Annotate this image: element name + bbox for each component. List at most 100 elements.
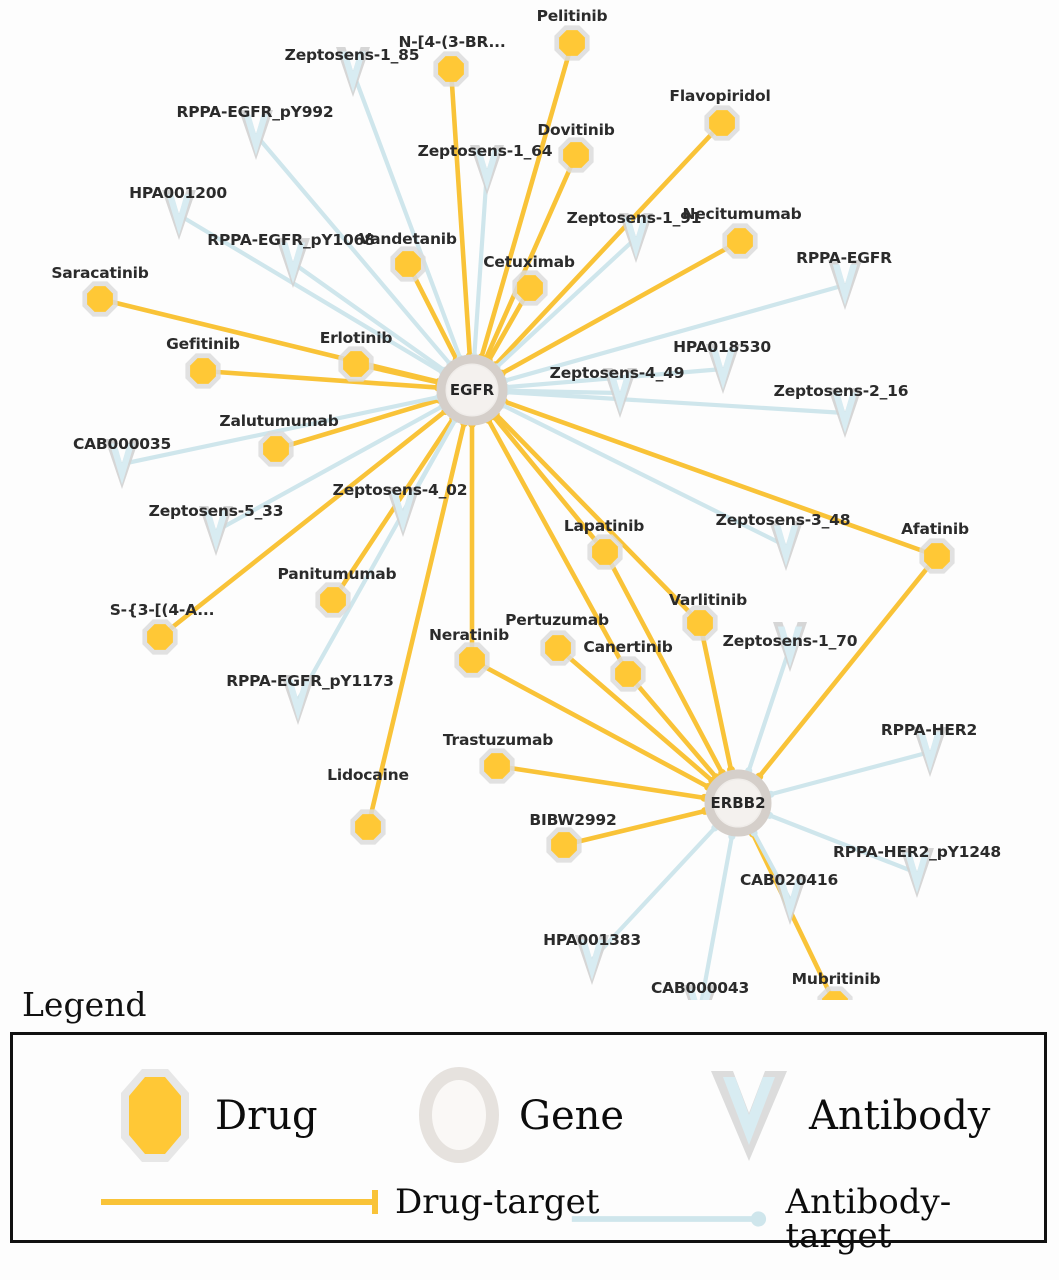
drug-node-21[interactable]: [551, 832, 577, 858]
drug-node-11[interactable]: [924, 543, 950, 569]
gene-node-core-0: [447, 365, 497, 415]
antibody-edge-17[interactable]: [767, 813, 920, 876]
antibody-edge-12[interactable]: [213, 404, 445, 534]
antibody-edge-5[interactable]: [290, 260, 447, 373]
drug-node-6[interactable]: [517, 275, 543, 301]
drug-node-2[interactable]: [709, 110, 735, 136]
antibody-node-5[interactable]: [280, 242, 306, 284]
drug-edge-22[interactable]: [750, 831, 836, 1000]
drug-edge-10[interactable]: [273, 397, 442, 452]
drug-edge-14[interactable]: [330, 416, 456, 603]
drug-node-22[interactable]: [822, 991, 848, 1000]
antibody-node-9[interactable]: [832, 392, 858, 434]
drug-node-10[interactable]: [263, 436, 289, 462]
antibody-node-0[interactable]: [340, 51, 366, 93]
antibody-node-12[interactable]: [203, 510, 229, 552]
drug-node-8[interactable]: [343, 351, 369, 377]
legend-title: Legend: [22, 985, 147, 1024]
antibody-node-16[interactable]: [917, 731, 943, 773]
drug-node-12[interactable]: [592, 539, 618, 565]
drug-edge-13[interactable]: [493, 412, 703, 626]
drug-edge-11[interactable]: [757, 553, 940, 779]
drug-edge-21[interactable]: [561, 808, 708, 848]
antibody-edge-6[interactable]: [502, 282, 848, 383]
antibody-node-20[interactable]: [687, 989, 713, 1001]
drug-node-9[interactable]: [190, 358, 216, 384]
drug-node-17[interactable]: [459, 647, 485, 673]
drug-node-4[interactable]: [727, 228, 753, 254]
antibody-edge-8[interactable]: [503, 388, 623, 396]
drug-edge-3[interactable]: [483, 152, 579, 362]
drug-edge-1[interactable]: [448, 66, 473, 359]
drug-node-3[interactable]: [563, 142, 589, 168]
legend-item-drug-target: Drug-target: [97, 1185, 599, 1219]
antibody-node-1[interactable]: [243, 114, 269, 156]
drug-edge-18[interactable]: [486, 417, 631, 677]
antibody-edge-13[interactable]: [500, 403, 789, 549]
gene-icon: [419, 1067, 499, 1163]
antibody-edge-14[interactable]: [295, 417, 458, 703]
antibody-edge-9[interactable]: [503, 389, 848, 416]
drug-node-16[interactable]: [545, 635, 571, 661]
drug-node-18[interactable]: [615, 661, 641, 687]
antibody-node-18[interactable]: [777, 879, 803, 921]
legend-label-antibody: Antibody: [809, 1092, 991, 1139]
antibody-node-11[interactable]: [390, 491, 416, 533]
drug-edge-12[interactable]: [491, 413, 608, 555]
antibody-target-edge-icon: [571, 1211, 767, 1227]
antibody-node-10[interactable]: [109, 443, 135, 485]
drug-edge-13[interactable]: [697, 620, 734, 773]
drug-node-5[interactable]: [395, 251, 421, 277]
drug-edge-9[interactable]: [200, 368, 441, 390]
drug-node-13[interactable]: [687, 610, 713, 636]
drug-edge-0[interactable]: [479, 40, 575, 360]
antibody-icon: [711, 1071, 787, 1161]
drug-edge-2[interactable]: [492, 120, 725, 368]
antibody-node-8[interactable]: [607, 372, 633, 414]
antibody-node-19[interactable]: [579, 939, 605, 981]
antibody-edge-0[interactable]: [350, 69, 463, 361]
antibody-node-15[interactable]: [777, 626, 803, 668]
antibody-edge-2[interactable]: [472, 167, 490, 359]
antibody-node-14[interactable]: [285, 679, 311, 721]
drug-edge-16[interactable]: [555, 645, 715, 784]
antibody-node-17[interactable]: [904, 852, 930, 894]
antibody-edge-20[interactable]: [699, 834, 734, 1000]
drug-node-1[interactable]: [438, 56, 464, 82]
drug-node-7[interactable]: [87, 286, 113, 312]
drug-edge-11[interactable]: [501, 399, 940, 559]
drug-edge-20[interactable]: [365, 420, 467, 830]
antibody-edge-15[interactable]: [746, 644, 793, 773]
antibody-edge-4[interactable]: [494, 235, 639, 369]
drug-icon: [121, 1069, 189, 1162]
network-canvas[interactable]: Zeptosens-1_85 RPPA-EGFR_pY992 Zeptosens-1…: [0, 0, 1059, 1000]
drug-node-0[interactable]: [559, 30, 585, 56]
antibody-node-3[interactable]: [166, 194, 192, 236]
antibody-node-4[interactable]: [623, 217, 649, 259]
antibody-node-6[interactable]: [832, 264, 858, 306]
node-layer: [82, 25, 955, 1001]
gene-node-ring-0[interactable]: [436, 354, 508, 426]
drug-edge-12[interactable]: [602, 549, 725, 776]
drug-node-20[interactable]: [355, 814, 381, 840]
drug-edge-18[interactable]: [625, 671, 719, 780]
drug-node-19[interactable]: [484, 753, 510, 779]
drug-node-15[interactable]: [147, 624, 173, 650]
antibody-node-7[interactable]: [710, 348, 736, 390]
drug-edge-17[interactable]: [469, 657, 711, 790]
network-svg: [82, 25, 955, 1001]
antibody-edge-3[interactable]: [176, 212, 445, 375]
drug-edge-15[interactable]: [157, 408, 448, 640]
gene-node-ring-1[interactable]: [704, 769, 772, 837]
antibody-edge-16[interactable]: [768, 749, 933, 797]
antibody-edge-10[interactable]: [119, 394, 441, 467]
drug-edge-4[interactable]: [499, 238, 743, 376]
legend-item-antibody-target: Antibody-target: [568, 1185, 1044, 1253]
antibody-node-13[interactable]: [773, 525, 799, 567]
antibody-edge-19[interactable]: [589, 825, 717, 963]
antibody-edge-1[interactable]: [253, 132, 453, 367]
antibody-node-2[interactable]: [474, 149, 500, 191]
drug-node-14[interactable]: [320, 587, 346, 613]
gene-label-0: EGFR: [449, 381, 495, 399]
drug-edge-19[interactable]: [494, 763, 707, 801]
